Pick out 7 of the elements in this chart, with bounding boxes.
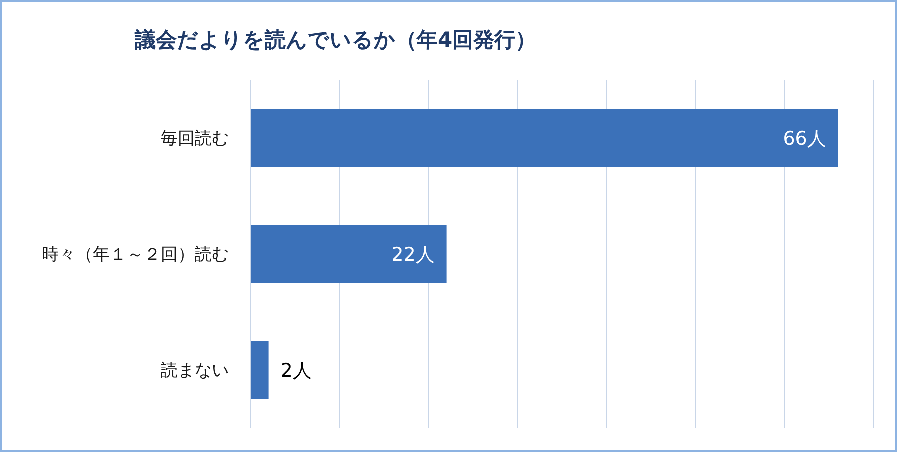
- y-tick-label: 毎回読む: [161, 129, 229, 149]
- data-label: 66人: [783, 128, 826, 150]
- data-label: 22人: [392, 244, 435, 266]
- chart-title: 議会だよりを読んでいるか（年4回発行）: [134, 28, 537, 52]
- y-tick-label: 読まない: [161, 361, 229, 381]
- data-label: 2人: [280, 360, 312, 382]
- y-tick-label: 時々（年１～２回）読む: [42, 245, 229, 265]
